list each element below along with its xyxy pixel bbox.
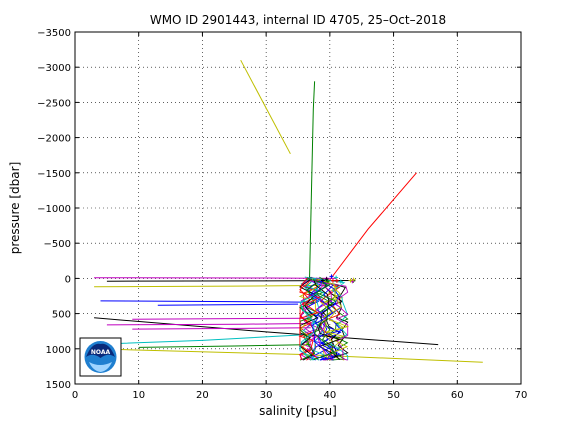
y-tick-label: −1500 bbox=[37, 169, 71, 180]
profile-line bbox=[315, 279, 343, 361]
x-tick-labels: 0 10 20 30 40 50 60 70 bbox=[72, 390, 528, 401]
y-tick-label: −2500 bbox=[37, 98, 71, 109]
series-line bbox=[157, 303, 299, 306]
series-line bbox=[132, 327, 311, 330]
y-tick-label: 0 bbox=[65, 274, 71, 285]
series-line bbox=[132, 317, 311, 320]
x-tick-label: 60 bbox=[451, 390, 464, 401]
series-line bbox=[326, 172, 417, 285]
profile-bundle bbox=[298, 274, 356, 361]
y-tick-label: −1000 bbox=[37, 204, 71, 215]
x-tick-label: 30 bbox=[260, 390, 273, 401]
profile-line bbox=[309, 280, 335, 361]
x-axis-label: salinity [psu] bbox=[259, 404, 337, 418]
x-tick-label: 50 bbox=[387, 390, 400, 401]
series-line bbox=[94, 284, 330, 288]
y-tick-label: 500 bbox=[52, 310, 71, 321]
series-line bbox=[94, 317, 439, 346]
series-line bbox=[240, 59, 291, 155]
noaa-logo-text: NOAA bbox=[91, 349, 111, 356]
grid bbox=[75, 32, 521, 384]
series-line bbox=[106, 334, 305, 345]
x-tick-label: 10 bbox=[132, 390, 145, 401]
y-axis-label: pressure [dbar] bbox=[8, 162, 22, 255]
noaa-logo: NOAA bbox=[79, 337, 122, 377]
profile-line bbox=[308, 280, 349, 361]
chart-title: WMO ID 2901443, internal ID 4705, 25–Oct… bbox=[150, 13, 446, 27]
profile-line bbox=[298, 278, 317, 361]
y-tick-label: −3000 bbox=[37, 63, 71, 74]
series-line bbox=[309, 81, 316, 281]
profile-line bbox=[313, 279, 341, 360]
axes-box bbox=[74, 31, 522, 385]
y-tick-labels: −3500 −3000 −2500 −2000 −1500 −1000 −500 0 500 10… bbox=[37, 28, 71, 391]
y-tick-label: −2000 bbox=[37, 134, 71, 145]
x-tick-label: 70 bbox=[515, 390, 528, 401]
profile-line bbox=[299, 277, 321, 361]
x-tick-label: 20 bbox=[196, 390, 209, 401]
x-tick-label: 0 bbox=[72, 390, 78, 401]
y-tick-label: 1500 bbox=[46, 380, 71, 391]
series-line bbox=[100, 300, 318, 303]
y-tick-label: 1000 bbox=[46, 345, 71, 356]
profile-line bbox=[316, 278, 350, 361]
series-line bbox=[138, 344, 311, 348]
profile-line bbox=[298, 278, 319, 361]
y-tick-label: −500 bbox=[44, 239, 71, 250]
series-line bbox=[106, 323, 311, 326]
profile-line bbox=[307, 277, 337, 361]
profile-line bbox=[299, 277, 320, 361]
y-tick-label: −3500 bbox=[37, 28, 71, 39]
series-line bbox=[94, 348, 483, 363]
x-tick-label: 40 bbox=[323, 390, 336, 401]
